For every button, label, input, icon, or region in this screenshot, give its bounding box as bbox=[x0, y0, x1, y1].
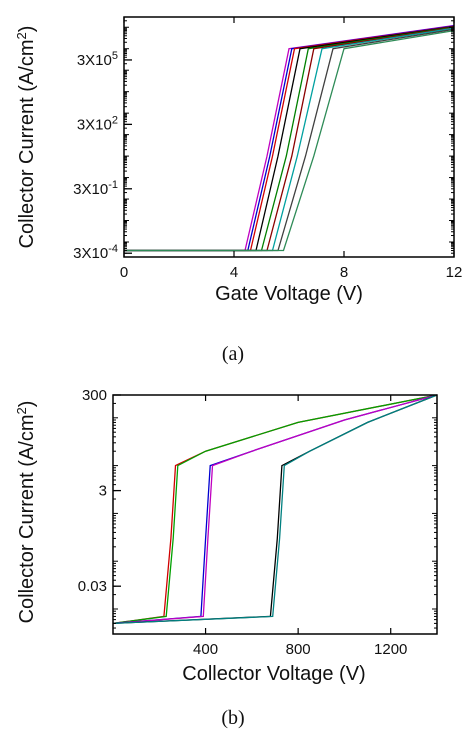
panel-a-series-line-8 bbox=[124, 29, 455, 252]
panel-b-x-axis-label: Collector Voltage (V) bbox=[182, 663, 365, 685]
panel-a-caption: (a) bbox=[222, 343, 244, 365]
panel-b-series-line-1 bbox=[112, 394, 438, 625]
y-tick-base: 3X10 bbox=[73, 181, 108, 198]
panel-a-x-tick-label: 8 bbox=[340, 264, 348, 281]
panel-a-series-line-1 bbox=[124, 25, 455, 252]
panel-b-caption: (b) bbox=[221, 707, 244, 729]
panel-b-y-tick-label: 0.03 bbox=[78, 578, 107, 595]
panel-b-y-axis-label: Collector Current (A/cm2) bbox=[14, 401, 39, 624]
panel-b-y-tick-label: 300 bbox=[82, 387, 107, 404]
panel-a-x-tick-label: 4 bbox=[230, 264, 238, 281]
panel-a-plot-frame bbox=[123, 16, 455, 258]
y-tick-exponent: 2 bbox=[112, 114, 118, 126]
panel-a-x-tick-label: 0 bbox=[120, 264, 128, 281]
y-tick-exponent: -4 bbox=[108, 243, 118, 255]
y-tick-base: 3X10 bbox=[77, 116, 112, 133]
panel-a-y-axis-label: Collector Current (A/cm2) bbox=[14, 26, 39, 249]
panel-b-x-tick-label: 1200 bbox=[374, 641, 407, 658]
panel-a-y-tick-label: 3X10-1 bbox=[73, 179, 118, 198]
y-tick-base: 3X10 bbox=[73, 245, 108, 262]
y-tick-exponent: -1 bbox=[108, 179, 118, 191]
y-tick-exponent: 5 bbox=[112, 50, 118, 62]
panel-b-chart: 400 800 1200 300 3 0.03 Collector Voltage (V)… bbox=[14, 387, 438, 685]
panel-a-y-tick-label: 3X105 bbox=[77, 50, 118, 69]
panel-a-y-tick-label: 3X102 bbox=[77, 114, 118, 133]
panel-a-x-tick-label: 12 bbox=[446, 264, 463, 281]
panel-b-series-group bbox=[112, 394, 438, 625]
panel-b-x-tick-label: 400 bbox=[193, 641, 218, 658]
panel-b-ticks: 400 800 1200 300 3 0.03 bbox=[78, 387, 437, 658]
panel-b-x-tick-label: 800 bbox=[286, 641, 311, 658]
panel-b-series-line-5 bbox=[112, 394, 438, 625]
panel-b-y-tick-label: 3 bbox=[99, 483, 107, 500]
panel-b-plot-frame bbox=[112, 394, 438, 635]
panel-a-x-axis-label: Gate Voltage (V) bbox=[215, 283, 363, 305]
y-tick-base: 3X10 bbox=[77, 52, 112, 69]
panel-a-y-tick-label: 3X10-4 bbox=[73, 243, 118, 262]
panel-b-series-line-3 bbox=[112, 394, 438, 625]
panel-a-series-group bbox=[124, 24, 455, 252]
